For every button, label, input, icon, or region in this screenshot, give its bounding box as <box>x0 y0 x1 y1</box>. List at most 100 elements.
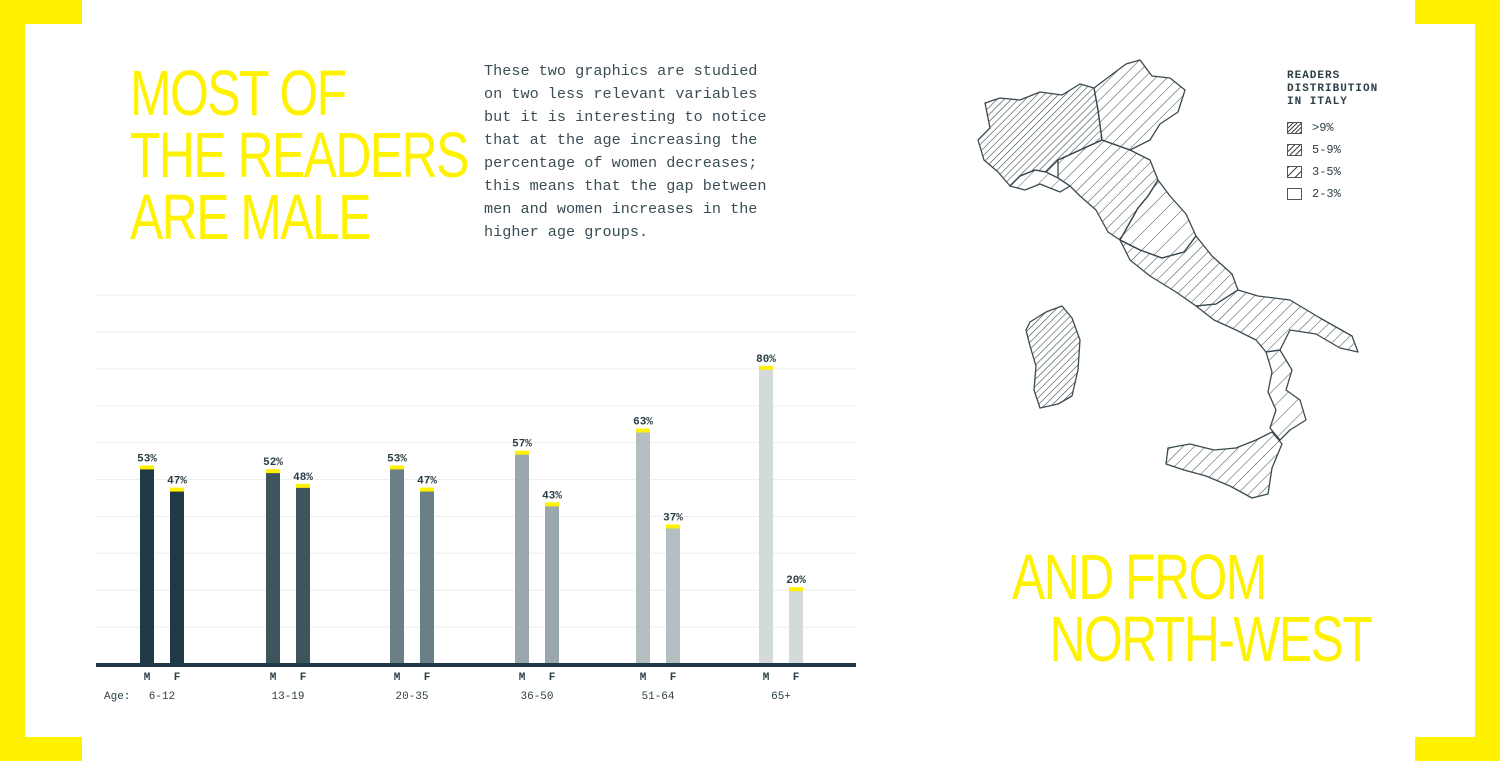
legend-item: 3-5% <box>1287 165 1378 179</box>
region-calabria <box>1265 349 1307 441</box>
bar-cap <box>636 428 650 433</box>
data-label: 57% <box>512 439 532 451</box>
data-label: 52% <box>263 457 283 469</box>
bar-f <box>420 490 434 664</box>
description-line: These two graphics are studied <box>484 62 758 80</box>
bar-cap <box>759 365 773 370</box>
tick-label: 13-19 <box>271 691 304 703</box>
data-label: 43% <box>542 490 562 502</box>
description-line: higher age groups. <box>484 223 649 241</box>
bar-m <box>140 468 154 664</box>
data-label: 47% <box>167 476 187 488</box>
legend-item: >9% <box>1287 121 1378 135</box>
bar-cap <box>140 465 154 470</box>
data-label: 47% <box>417 476 437 488</box>
legend-label: 2-3% <box>1312 187 1341 201</box>
headline-left: MOST OF THE READERS ARE MALE <box>130 57 469 253</box>
data-label: 20% <box>786 575 806 587</box>
legend-swatch <box>1287 144 1302 156</box>
data-label: 80% <box>756 354 776 366</box>
headline-left-line-3: ARE MALE <box>130 181 372 253</box>
tick-label: 20-35 <box>395 691 428 703</box>
headline-right: AND FROM NORTH-WEST <box>1012 541 1373 675</box>
headline-right-line-1: AND FROM <box>1012 541 1267 613</box>
tick-label: 51-64 <box>641 691 674 703</box>
legend-label: 5-9% <box>1312 143 1341 157</box>
legend-swatch <box>1287 188 1302 200</box>
bar-m <box>636 431 650 664</box>
frame-top-left <box>0 0 82 24</box>
bar-letter: F <box>300 672 307 684</box>
bar-letter: F <box>793 672 800 684</box>
region-south <box>1195 289 1359 353</box>
description-line: percentage of women decreases; <box>484 154 758 172</box>
data-label: 53% <box>387 453 407 465</box>
tick-label: 65+ <box>771 691 791 703</box>
headline-left-line-2: THE READERS <box>130 119 469 191</box>
description-line: but it is interesting to notice <box>484 108 767 126</box>
frame-right <box>1475 0 1500 761</box>
frame-left <box>0 0 25 761</box>
bar-f <box>296 486 310 664</box>
legend-title: READERS DISTRIBUTION IN ITALY <box>1287 70 1378 109</box>
bar-letter: M <box>270 672 277 684</box>
bar-cap <box>515 450 529 455</box>
description: These two graphics are studied on two le… <box>484 60 814 244</box>
legend-title-line: DISTRIBUTION <box>1287 83 1379 95</box>
data-label: 53% <box>137 453 157 465</box>
age-prefix: Age: <box>104 691 130 703</box>
x-axis-baseline <box>96 663 856 667</box>
frame-top-right <box>1415 0 1500 24</box>
data-label: 48% <box>293 472 313 484</box>
data-label: 37% <box>663 512 683 524</box>
region-sardinia <box>1025 305 1081 409</box>
legend-swatch <box>1287 122 1302 134</box>
bar-cap <box>666 524 680 529</box>
bar-m <box>515 453 529 664</box>
description-line: on two less relevant variables <box>484 85 758 103</box>
bar-f <box>170 490 184 664</box>
legend-swatch <box>1287 166 1302 178</box>
bar-letter: F <box>549 672 556 684</box>
legend-title-line: IN ITALY <box>1287 96 1348 108</box>
bar-cap <box>296 483 310 488</box>
bar-letter: F <box>174 672 181 684</box>
headline-left-line-1: MOST OF <box>130 57 347 129</box>
bar-cap <box>170 487 184 492</box>
bar-letter: M <box>144 672 151 684</box>
bar-letter: F <box>670 672 677 684</box>
bar-cap <box>390 465 404 470</box>
bar-letter: M <box>519 672 526 684</box>
legend-label: 3-5% <box>1312 165 1341 179</box>
description-line: men and women increases in the <box>484 200 758 218</box>
bar-cap <box>789 587 803 592</box>
bar-letter: M <box>763 672 770 684</box>
bar-m <box>266 472 280 664</box>
tick-label: 6-12 <box>149 691 175 703</box>
bar-cap <box>545 502 559 507</box>
region-sicily <box>1165 431 1283 499</box>
legend-item: 2-3% <box>1287 187 1378 201</box>
bar-m <box>390 468 404 664</box>
region-center-south <box>1119 235 1239 307</box>
bar-cap <box>420 487 434 492</box>
bar-f <box>666 527 680 664</box>
region-north-east <box>1093 59 1186 151</box>
bar-letter: F <box>424 672 431 684</box>
legend-title-line: READERS <box>1287 70 1341 82</box>
bar-letter: M <box>394 672 401 684</box>
bar-f <box>545 505 559 664</box>
headline-right-line-2: NORTH-WEST <box>1049 603 1372 675</box>
frame-bottom-left <box>0 737 82 761</box>
description-line: that at the age increasing the <box>484 131 758 149</box>
legend-item: 5-9% <box>1287 143 1378 157</box>
description-line: this means that the gap between <box>484 177 767 195</box>
data-label: 63% <box>633 417 653 429</box>
bar-cap <box>266 469 280 474</box>
bar-m <box>759 368 773 664</box>
bar-f <box>789 590 803 664</box>
frame-bottom-right <box>1415 737 1500 761</box>
legend-label: >9% <box>1312 121 1334 135</box>
